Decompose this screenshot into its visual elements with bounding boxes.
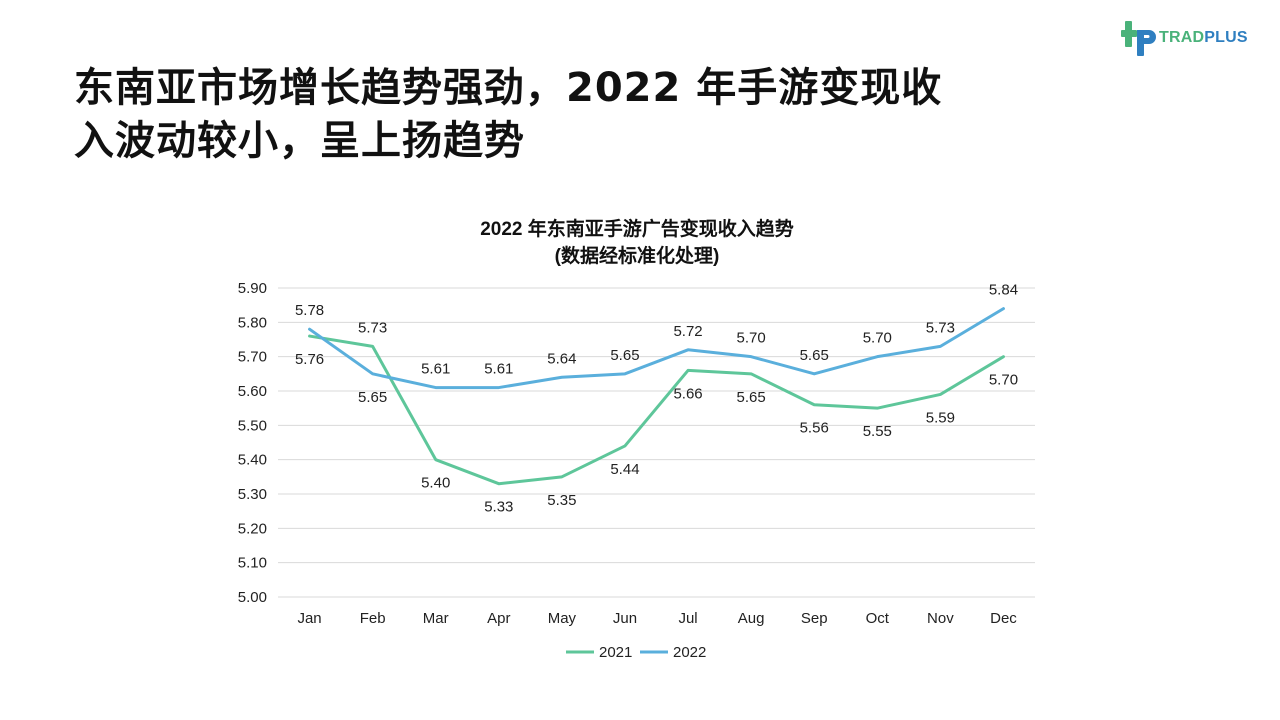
data-labels: 5.76 5.73 5.40 5.33 5.35 5.44 5.66 5.65 5.56 5.55…	[295, 282, 1018, 516]
data-label-2022: 5.64	[547, 350, 576, 367]
x-tick-label: Jul	[678, 610, 697, 627]
chart-container: 2022 年东南亚手游广告变现收入趋势 (数据经标准化处理) 5.00 5.10 5…	[0, 200, 1280, 680]
legend-label-2021: 2021	[599, 644, 632, 661]
x-tick-label: Oct	[866, 610, 890, 627]
line-chart: 2022 年东南亚手游广告变现收入趋势 (数据经标准化处理) 5.005.105…	[238, 217, 1035, 661]
data-label-2021: 5.65	[737, 389, 766, 406]
data-label-2022: 5.70	[863, 330, 892, 347]
data-label-2022: 5.70	[737, 330, 766, 347]
tradplus-wordmark: TRADPLUS	[1159, 29, 1248, 47]
y-axis: 5.00 5.10 5.20 5.30 5.40 5.50 5.60 5.70 5.80 5.90	[238, 280, 267, 606]
chart-legend: 2021 2022	[566, 644, 706, 661]
data-label-2022: 5.65	[610, 347, 639, 364]
data-label-2022: 5.73	[926, 319, 955, 336]
headline-line-2: 入波动较小，呈上扬趋势	[74, 118, 525, 164]
x-tick-label: Jan	[297, 610, 321, 627]
legend-label-2022: 2022	[673, 644, 706, 661]
x-tick-label: Sep	[801, 610, 828, 627]
x-axis: Jan Feb Mar Apr May Jun Jul Aug Sep Oct Nov Dec	[297, 610, 1017, 627]
gridlines	[278, 287, 1035, 598]
data-label-2021: 5.44	[610, 461, 639, 478]
x-tick-label: Feb	[360, 610, 386, 627]
headline-line-1: 东南亚市场增长趋势强劲，2022 年手游变现收	[74, 65, 943, 111]
x-tick-label: May	[548, 610, 577, 627]
data-label-2021: 5.59	[926, 409, 955, 426]
data-label-2021: 5.33	[484, 499, 513, 516]
chart-title-line-1: 2022 年东南亚手游广告变现收入趋势	[480, 217, 794, 240]
y-tick-label: 5.30	[238, 486, 267, 503]
data-label-2021: 5.56	[800, 420, 829, 437]
data-label-2021: 5.35	[547, 492, 576, 509]
x-tick-label: Mar	[423, 610, 449, 627]
series-line-2022	[308, 307, 1005, 390]
y-tick-label: 5.50	[238, 417, 267, 434]
brand-name-part1: TRAD	[1159, 29, 1205, 46]
y-tick-label: 5.00	[238, 589, 267, 606]
data-label-2022: 5.72	[673, 323, 702, 340]
x-tick-label: Apr	[487, 610, 510, 627]
data-label-2021: 5.73	[358, 319, 387, 336]
data-label-2022: 5.61	[421, 361, 450, 378]
x-tick-label: Nov	[927, 610, 954, 627]
y-tick-label: 5.90	[238, 280, 267, 297]
slide-headline: 东南亚市场增长趋势强劲，2022 年手游变现收 入波动较小，呈上扬趋势	[74, 62, 1094, 168]
tradplus-logo-mark	[1121, 21, 1156, 56]
data-label-2021: 5.55	[863, 423, 892, 440]
data-label-2022: 5.65	[358, 389, 387, 406]
y-tick-label: 5.10	[238, 555, 267, 572]
x-tick-label: Dec	[990, 610, 1017, 627]
series-lines	[308, 307, 1005, 486]
data-label-2022: 5.84	[989, 282, 1018, 299]
chart-title-line-2: (数据经标准化处理)	[555, 244, 720, 267]
y-tick-label: 5.70	[238, 349, 267, 366]
data-label-2021: 5.70	[989, 372, 1018, 389]
data-label-2022: 5.78	[295, 302, 324, 319]
x-tick-label: Aug	[738, 610, 765, 627]
y-tick-label: 5.40	[238, 452, 267, 469]
data-label-2021: 5.40	[421, 475, 450, 492]
data-label-2022: 5.65	[800, 347, 829, 364]
x-tick-label: Jun	[613, 610, 637, 627]
y-tick-label: 5.20	[238, 520, 267, 537]
data-label-2021: 5.66	[673, 385, 702, 402]
y-tick-label: 5.80	[238, 314, 267, 331]
y-tick-label: 5.60	[238, 383, 267, 400]
data-label-2021: 5.76	[295, 351, 324, 368]
series-line-2021	[308, 334, 1005, 486]
brand-name-part2: PLUS	[1204, 29, 1248, 46]
tradplus-logo: TRADPLUS	[1121, 18, 1248, 58]
data-label-2022: 5.61	[484, 361, 513, 378]
